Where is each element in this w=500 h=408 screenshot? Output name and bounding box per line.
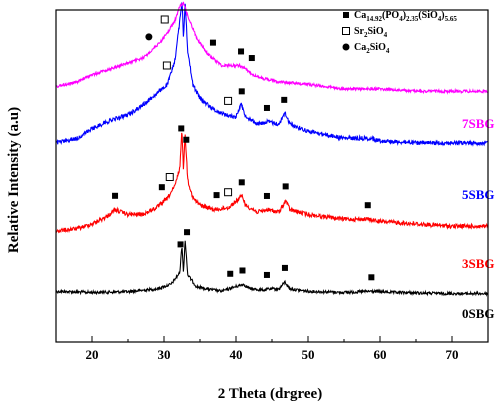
legend-marker-open-square bbox=[342, 27, 350, 35]
phase-marker-open-square bbox=[160, 15, 169, 24]
legend-text-part: 4 bbox=[384, 31, 388, 39]
x-tick-label: 70 bbox=[446, 347, 459, 362]
phase-marker-filled-square bbox=[178, 125, 185, 132]
phase-marker-open-square bbox=[165, 173, 174, 181]
x-tick-label: 30 bbox=[158, 347, 171, 362]
series-line-0sbg bbox=[55, 240, 489, 297]
legend-text-part: (SiO bbox=[418, 10, 438, 21]
phase-marker-filled-square bbox=[248, 55, 255, 62]
phase-marker-filled-square bbox=[263, 104, 270, 111]
series-label-5sbg: 5SBG bbox=[462, 187, 495, 202]
series-line-7sbg bbox=[55, 1, 488, 95]
y-axis-title: Relative Intensity (a.u) bbox=[6, 107, 22, 253]
phase-marker-filled-square bbox=[183, 136, 190, 143]
phase-marker-open-square bbox=[224, 188, 233, 197]
phase-marker-filled-square bbox=[238, 48, 245, 55]
axes: 20 30 40 50 60 70 bbox=[55, 9, 489, 362]
legend-entry: Sr2SiO4 bbox=[354, 26, 388, 39]
x-axis-title: 2 Theta (drgree) bbox=[218, 386, 322, 402]
phase-marker-filled-square bbox=[238, 179, 245, 186]
phase-marker-filled-square bbox=[227, 270, 234, 277]
legend-text-part: 2 bbox=[364, 31, 368, 39]
legend-text-part: Ca bbox=[354, 10, 366, 21]
phase-marker-open-square bbox=[162, 61, 171, 70]
legend-entry: Ca2SiO4 bbox=[354, 42, 390, 55]
phase-marker-filled-square bbox=[209, 39, 216, 46]
phase-marker-open-square bbox=[224, 96, 233, 105]
legend-text-part: 4 bbox=[399, 15, 403, 23]
phase-marker-filled-circle bbox=[145, 33, 153, 41]
phase-marker-filled-square bbox=[213, 192, 220, 199]
legend-text-part: 4 bbox=[438, 15, 442, 23]
legend-text-part: Ca bbox=[354, 42, 366, 53]
phase-marker-filled-square bbox=[364, 202, 371, 209]
x-tick-label: 50 bbox=[302, 347, 315, 362]
phase-marker-filled-square bbox=[184, 229, 191, 236]
phase-marker-filled-square bbox=[368, 274, 375, 281]
phase-marker-filled-square bbox=[239, 267, 246, 274]
legend-text-part: SiO bbox=[370, 42, 386, 53]
phase-marker-filled-square bbox=[158, 184, 165, 191]
legend-text-part: (PO bbox=[382, 10, 399, 21]
series-label-3sbg: 3SBG bbox=[462, 256, 495, 271]
legend-text-part: ) bbox=[441, 10, 444, 21]
legend-text-part: ) bbox=[403, 10, 406, 21]
x-tick-label: 20 bbox=[86, 347, 99, 362]
legend-text-part: 4 bbox=[386, 47, 390, 55]
legend-entry: Ca14.92(PO4)2.35(SiO4)5.65 bbox=[354, 10, 457, 23]
series-label-0sbg: 0SBG bbox=[462, 306, 495, 321]
legend-text-part: SiO bbox=[368, 26, 384, 37]
legend-marker-filled-square bbox=[343, 12, 349, 18]
series-line-3sbg bbox=[55, 132, 489, 234]
phase-marker-filled-square bbox=[281, 264, 288, 271]
phase-marker-filled-square bbox=[281, 96, 288, 103]
phase-marker-filled-square bbox=[177, 241, 184, 248]
legend-text-part: 5.65 bbox=[445, 15, 458, 23]
phase-marker-filled-square bbox=[263, 192, 270, 199]
legend-text-part: Sr bbox=[354, 26, 365, 37]
plot-area: 0SBG 3SBG 5SBG 7SBG bbox=[55, 1, 495, 321]
legend-marker-filled-circle bbox=[342, 43, 350, 51]
phase-marker-filled-square bbox=[238, 88, 245, 95]
x-tick-label: 60 bbox=[374, 347, 387, 362]
legend-text-part: 2 bbox=[366, 47, 370, 55]
legend-text-part: 14.92 bbox=[366, 15, 382, 23]
phase-marker-filled-square bbox=[282, 183, 289, 190]
x-tick-label: 40 bbox=[230, 347, 243, 362]
legend-text-part: 2.35 bbox=[406, 15, 419, 23]
series-label-7sbg: 7SBG bbox=[462, 116, 495, 131]
phase-marker-filled-square bbox=[263, 271, 270, 278]
series-line-5sbg bbox=[55, 1, 488, 147]
phase-marker-filled-square bbox=[112, 192, 119, 199]
